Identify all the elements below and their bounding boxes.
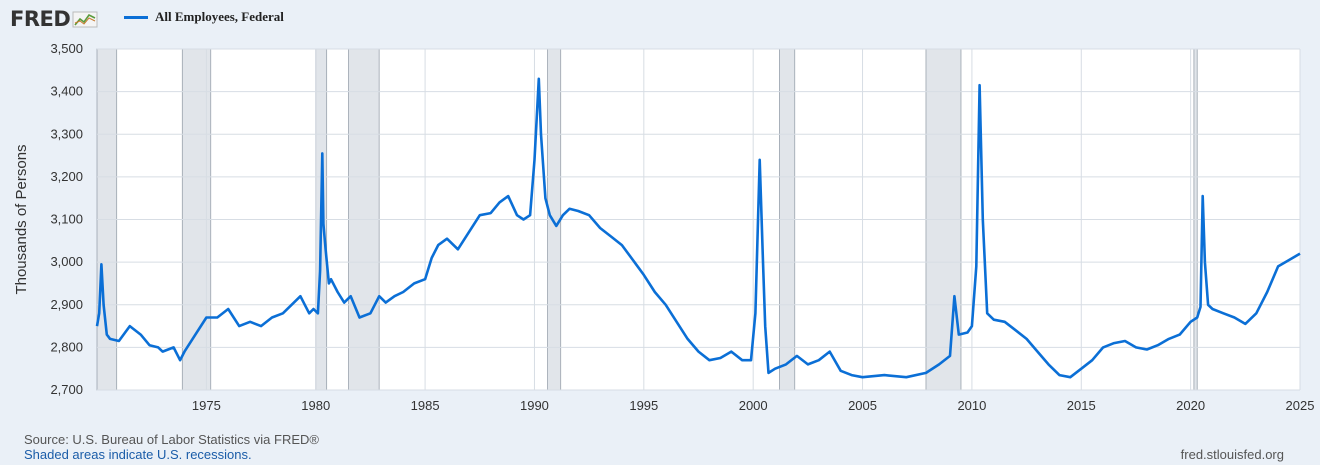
y-tick-label: 2,900 bbox=[50, 297, 83, 312]
y-tick-label: 3,100 bbox=[50, 212, 83, 227]
x-tick-label: 2010 bbox=[957, 398, 986, 413]
x-tick-label: 1985 bbox=[411, 398, 440, 413]
series-line bbox=[95, 77, 1301, 379]
chart-legend: All Employees, Federal bbox=[124, 9, 284, 25]
chart-line-icon bbox=[72, 11, 98, 28]
x-tick-label: 1980 bbox=[301, 398, 330, 413]
x-tick-label: 1990 bbox=[520, 398, 549, 413]
legend-label: All Employees, Federal bbox=[155, 9, 284, 24]
x-tick-label: 2000 bbox=[739, 398, 768, 413]
line-chart: 2,700 2,800 2,900 3,000 3,100 3,200 3,300 3,400… bbox=[13, 41, 1315, 413]
y-tick-label: 3,300 bbox=[50, 126, 83, 141]
legend-swatch bbox=[124, 15, 148, 19]
x-tick-label: 1975 bbox=[192, 398, 221, 413]
site-link[interactable]: fred.stlouisfed.org bbox=[1180, 447, 1284, 462]
y-tick-label: 3,200 bbox=[50, 169, 83, 184]
x-tick-label: 2005 bbox=[848, 398, 877, 413]
fred-logo[interactable]: FRED bbox=[10, 6, 98, 32]
y-tick-label: 2,700 bbox=[50, 382, 83, 397]
x-tick-label: 1995 bbox=[629, 398, 658, 413]
y-tick-label: 2,800 bbox=[50, 339, 83, 354]
recession-note: Shaded areas indicate U.S. recessions. bbox=[24, 447, 252, 462]
fred-logo-text: FRED bbox=[10, 7, 71, 31]
y-tick-label: 3,000 bbox=[50, 254, 83, 269]
y-tick-label: 3,500 bbox=[50, 41, 83, 56]
y-tick-label: 3,400 bbox=[50, 84, 83, 99]
y-axis-label: Thousands of Persons bbox=[13, 144, 30, 294]
source-note: Source: U.S. Bureau of Labor Statistics … bbox=[24, 432, 319, 447]
x-tick-label: 2015 bbox=[1067, 398, 1096, 413]
x-tick-label: 2020 bbox=[1176, 398, 1205, 413]
x-tick-label: 2025 bbox=[1286, 398, 1315, 413]
